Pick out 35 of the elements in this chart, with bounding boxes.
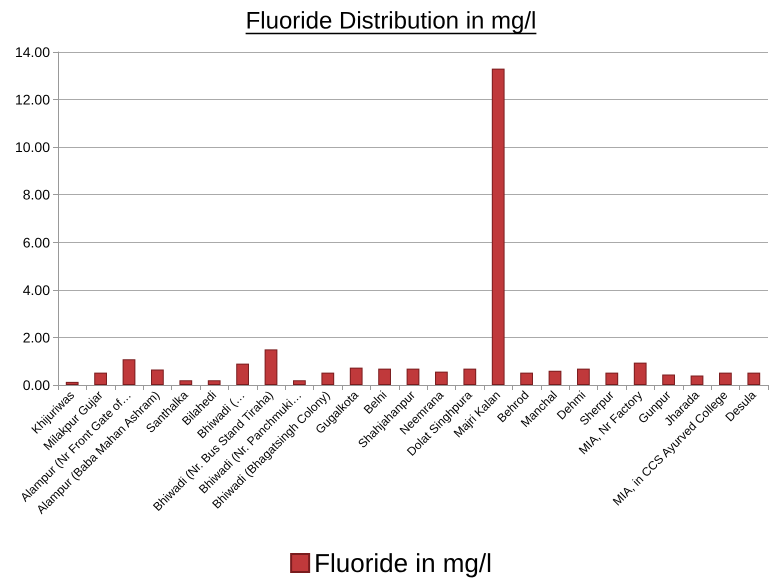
y-tick-label: 0.00 <box>22 377 50 393</box>
bar <box>406 368 420 385</box>
bar <box>122 359 136 385</box>
bar <box>463 368 476 385</box>
bar <box>662 374 675 385</box>
bar <box>719 372 732 385</box>
bar <box>634 362 647 385</box>
y-tick-label: 4.00 <box>22 282 50 298</box>
chart-title: Fluoride Distribution in mg/l <box>246 8 536 34</box>
bar <box>605 372 618 385</box>
bar <box>747 372 760 385</box>
legend-label: Fluoride in mg/l <box>314 548 492 578</box>
bar <box>520 372 533 385</box>
y-tick-label: 10.00 <box>14 139 50 156</box>
bar <box>236 364 249 385</box>
y-tick-label: 6.00 <box>22 234 50 250</box>
y-tick-label: 14.00 <box>14 44 50 60</box>
bar <box>293 380 306 385</box>
bar <box>690 375 704 385</box>
bar <box>435 372 448 385</box>
bar <box>321 372 334 385</box>
bar <box>350 368 363 385</box>
bar <box>378 368 391 385</box>
y-tick-label: 8.00 <box>22 186 50 203</box>
bar <box>264 349 278 385</box>
y-tick-label: 12.00 <box>14 92 50 108</box>
bar <box>66 382 79 385</box>
bar <box>208 380 221 385</box>
bar <box>577 368 590 385</box>
y-tick-label: 2.00 <box>22 329 50 346</box>
bar <box>94 372 107 385</box>
bar <box>548 370 562 385</box>
bar <box>492 68 505 385</box>
bar <box>179 380 192 385</box>
bar <box>151 370 164 385</box>
